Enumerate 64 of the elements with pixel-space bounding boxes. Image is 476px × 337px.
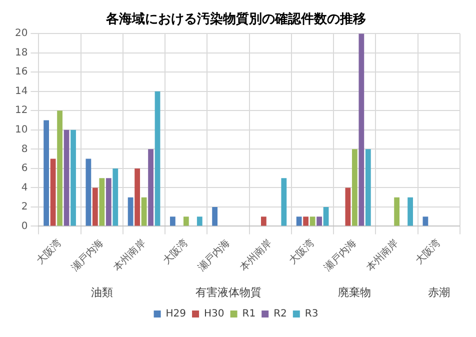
y-tick-label: 2 [21,202,28,213]
y-tick-label: 4 [21,182,28,194]
bar [92,188,98,226]
text: 有害液体物質 [195,286,262,299]
x-tick-label: 瀬戸内海 [322,236,359,274]
bar [134,168,140,226]
y-tick-label: 8 [21,144,28,155]
x-tick-label: 本州南岸 [238,236,274,274]
bar [141,197,147,226]
bar [296,216,302,226]
bar [86,158,92,226]
bar [365,149,371,226]
x-tick-label: 大阪湾 [286,236,317,267]
bar [323,206,329,226]
bar [358,34,364,226]
bar [183,216,189,226]
x-tick-label: 本州南岸 [111,236,148,274]
bar [106,178,112,226]
y-tick-label: 18 [14,47,28,58]
text: 廃棄物 [338,286,372,299]
legend-label: R1 [242,308,256,320]
y-tick-label: 16 [14,66,28,78]
bar [128,197,134,226]
bar [260,216,266,226]
bar [196,216,202,226]
bar [148,149,154,226]
text: 赤潮 [428,286,450,299]
bar [154,91,160,226]
x-tick-label: 大阪湾 [34,236,64,267]
x-tick-label: 大阪湾 [413,236,443,267]
bar [394,197,400,226]
bar [408,197,413,226]
y-tick-label: 6 [21,163,28,174]
x-tick-label: 瀬戸内海 [195,236,232,274]
bar [44,120,50,226]
bar [281,178,287,226]
y-tick-label: 0 [21,220,28,232]
bar [422,216,428,226]
y-tick-label: 12 [14,105,28,116]
bar [310,216,316,226]
bar [316,216,322,226]
bar [212,206,218,226]
bar [99,178,105,226]
bar [70,130,76,226]
bar [345,188,351,226]
legend-label: H29 [166,308,186,320]
text: 油類 [90,286,113,299]
bar [112,168,118,226]
legend-label: R3 [304,308,318,320]
legend-label: R2 [274,308,287,320]
bar [57,110,62,226]
bar [352,149,358,226]
bar [64,130,70,226]
bar [303,216,309,226]
y-tick-label: 14 [14,86,28,97]
x-tick-label: 大阪湾 [160,236,190,267]
y-tick-label: 10 [14,124,28,136]
legend-label: H30 [204,308,224,320]
chart-title: 各海域における汚染物質別の確認件数の推移 [105,11,366,28]
x-tick-label: 本州南岸 [364,236,401,274]
bar [170,216,176,226]
bar [50,158,56,226]
y-tick-label: 20 [14,28,28,40]
x-tick-label: 瀬戸内海 [69,236,106,274]
